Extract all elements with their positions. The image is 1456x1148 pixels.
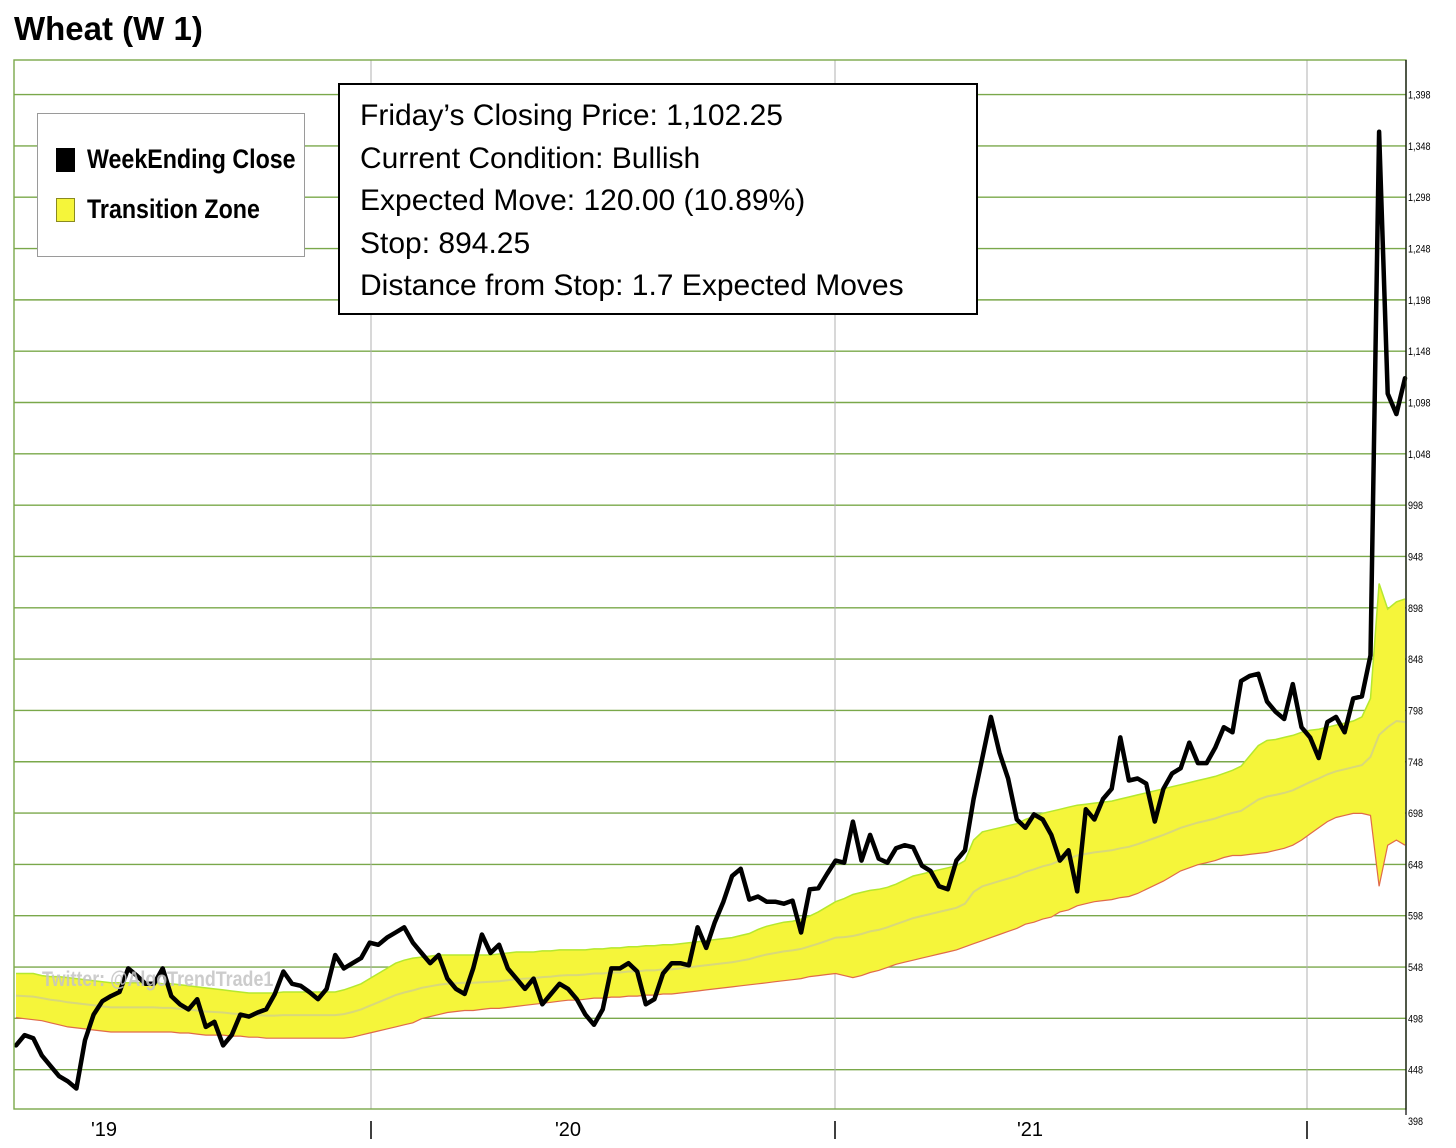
y-tick-label: 998 (1408, 500, 1423, 512)
legend-label-zone: Transition Zone (87, 194, 260, 224)
y-tick-label: 648 (1408, 860, 1423, 872)
y-tick-labels: 1,398 1,348 1,298 1,248 1,198 1,148 1,098 1,048… (1408, 90, 1431, 1128)
legend: WeekEnding Close Transition Zone (37, 113, 305, 257)
y-tick-label: 1,048 (1408, 449, 1431, 461)
watermark-text: Twitter: @AlgoTrendTrade1 (42, 968, 274, 991)
info-expected-move: Expected Move: 120.00 (10.89%) (360, 184, 806, 218)
y-tick-label: 448 (1408, 1065, 1423, 1077)
legend-swatch-close (56, 147, 75, 172)
y-tick-label: 1,398 (1408, 90, 1431, 102)
y-tick-label: 1,348 (1408, 141, 1431, 153)
y-tick-label: 848 (1408, 654, 1423, 666)
chart-title: Wheat (W 1) (14, 10, 203, 47)
info-stop: Stop: 894.25 (360, 226, 531, 260)
weekending-close-series (13, 129, 1408, 1091)
y-tick-label: 898 (1408, 603, 1423, 615)
info-box: Friday’s Closing Price: 1,102.25 Current… (338, 83, 978, 315)
weekending-close-line (13, 129, 1408, 1091)
transition-zone-lower-edge (15, 812, 1406, 1039)
y-tick-label: 798 (1408, 706, 1423, 718)
axes (13, 59, 1407, 1139)
info-distance-from-stop: Distance from Stop: 1.7 Expected Moves (360, 269, 904, 303)
transition-zone-area (16, 583, 1405, 1039)
legend-swatch-zone (56, 197, 75, 222)
y-tick-label: 698 (1408, 808, 1423, 820)
info-current-condition: Current Condition: Bullish (360, 141, 701, 175)
y-tick-label: 1,298 (1408, 192, 1431, 204)
info-closing-price: Friday’s Closing Price: 1,102.25 (360, 99, 783, 132)
x-tick-labels: '19 '20 '21 (91, 1119, 1043, 1141)
y-tick-label: 948 (1408, 552, 1423, 564)
x-tick-label: '20 (555, 1119, 581, 1141)
y-tick-label: 1,198 (1408, 295, 1431, 307)
y-tick-label: 398 (1408, 1116, 1423, 1128)
y-tick-label: 1,248 (1408, 244, 1431, 256)
y-tick-label: 598 (1408, 911, 1423, 923)
y-tick-label: 548 (1408, 962, 1423, 974)
y-tick-label: 1,148 (1408, 346, 1431, 358)
y-tick-label: 1,098 (1408, 398, 1431, 410)
legend-item-zone: Transition Zone (56, 194, 288, 225)
x-tick-label: '21 (1017, 1119, 1043, 1141)
y-tick-label: 498 (1408, 1014, 1423, 1026)
y-tick-label: 748 (1408, 757, 1423, 769)
x-tick-label: '19 (91, 1119, 117, 1141)
legend-item-close: WeekEnding Close (56, 144, 330, 175)
legend-label-close: WeekEnding Close (87, 144, 296, 174)
